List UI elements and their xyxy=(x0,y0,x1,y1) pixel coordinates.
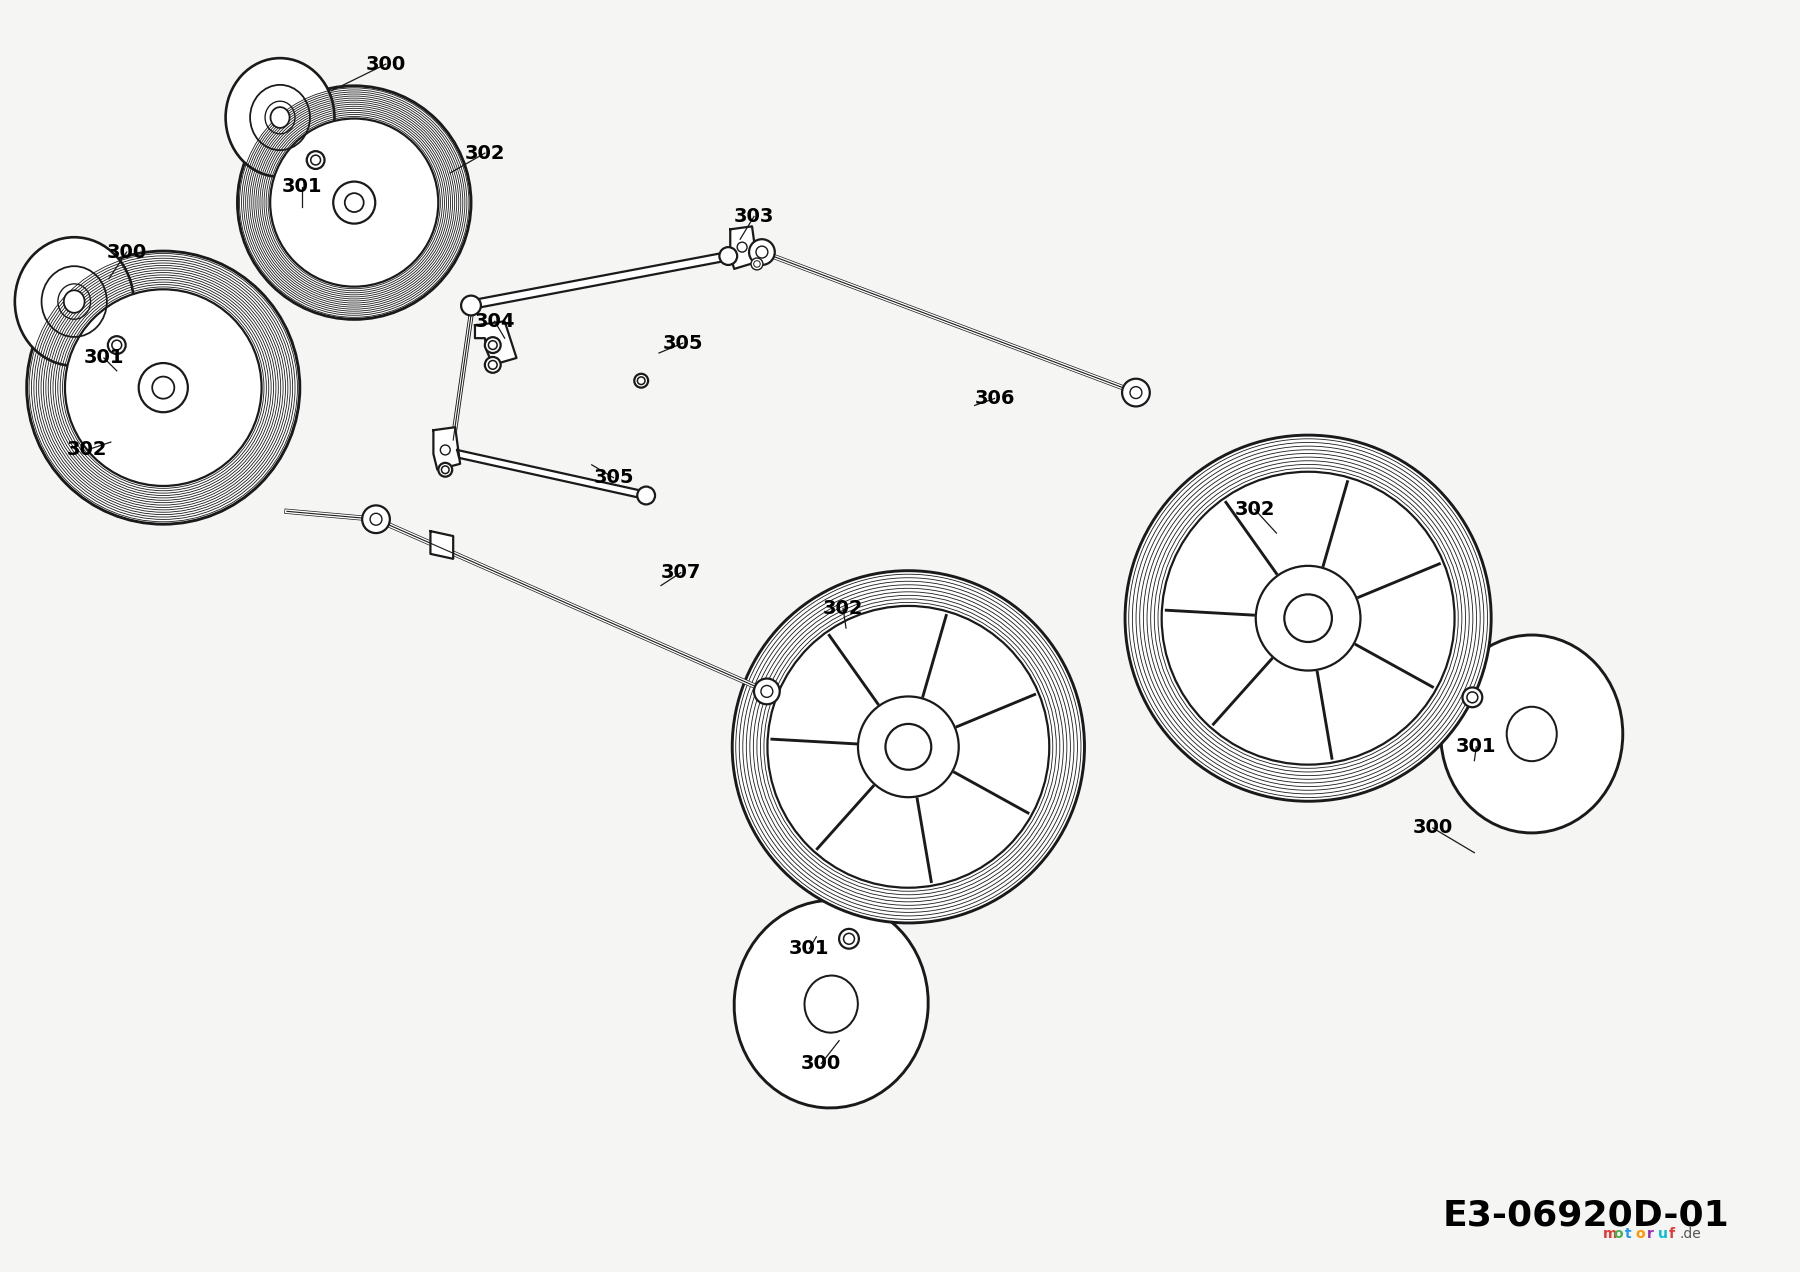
Text: E3-06920D-01: E3-06920D-01 xyxy=(1442,1198,1730,1233)
Text: 307: 307 xyxy=(661,563,700,583)
Ellipse shape xyxy=(225,59,335,177)
Ellipse shape xyxy=(1507,707,1557,761)
Circle shape xyxy=(749,239,774,265)
Ellipse shape xyxy=(14,238,133,366)
Circle shape xyxy=(1462,687,1481,707)
Text: 301: 301 xyxy=(788,939,830,958)
Circle shape xyxy=(751,258,763,270)
Circle shape xyxy=(27,251,301,524)
Text: 302: 302 xyxy=(1235,500,1274,519)
Circle shape xyxy=(637,487,655,505)
Text: 305: 305 xyxy=(594,468,634,487)
Text: t: t xyxy=(1625,1226,1631,1240)
Ellipse shape xyxy=(63,290,85,313)
Text: o: o xyxy=(1636,1226,1645,1240)
Circle shape xyxy=(767,605,1049,888)
Ellipse shape xyxy=(1440,635,1624,833)
Circle shape xyxy=(65,289,261,486)
Text: .de: .de xyxy=(1679,1226,1701,1240)
Circle shape xyxy=(1161,472,1454,764)
Text: 304: 304 xyxy=(475,312,515,331)
Text: 301: 301 xyxy=(281,177,322,196)
Polygon shape xyxy=(464,252,731,309)
Circle shape xyxy=(238,85,472,319)
Text: 300: 300 xyxy=(106,243,148,262)
Text: u: u xyxy=(1658,1226,1667,1240)
Circle shape xyxy=(306,151,324,169)
Circle shape xyxy=(270,118,439,286)
Text: 303: 303 xyxy=(734,207,774,226)
Text: 300: 300 xyxy=(801,1054,841,1074)
Circle shape xyxy=(1285,594,1332,642)
Text: 302: 302 xyxy=(823,599,864,618)
Text: 301: 301 xyxy=(1456,738,1496,757)
Circle shape xyxy=(461,295,481,315)
Text: 300: 300 xyxy=(365,55,407,74)
Circle shape xyxy=(108,336,126,354)
Circle shape xyxy=(839,929,859,949)
Polygon shape xyxy=(475,322,517,365)
Polygon shape xyxy=(731,226,758,268)
Circle shape xyxy=(859,697,959,798)
Circle shape xyxy=(733,571,1084,923)
Circle shape xyxy=(886,724,931,770)
Text: 302: 302 xyxy=(67,440,108,459)
Circle shape xyxy=(333,182,374,224)
Ellipse shape xyxy=(734,901,929,1108)
Circle shape xyxy=(1121,379,1150,407)
Circle shape xyxy=(439,463,452,477)
Text: 306: 306 xyxy=(974,389,1015,408)
Circle shape xyxy=(346,193,364,212)
Text: 300: 300 xyxy=(1413,818,1453,837)
Text: r: r xyxy=(1647,1226,1654,1240)
Text: 302: 302 xyxy=(464,144,506,163)
Circle shape xyxy=(634,374,648,388)
Polygon shape xyxy=(430,532,454,558)
Text: f: f xyxy=(1669,1226,1674,1240)
Circle shape xyxy=(139,363,187,412)
Circle shape xyxy=(738,242,747,252)
Text: m: m xyxy=(1604,1226,1618,1240)
Polygon shape xyxy=(457,450,648,500)
Circle shape xyxy=(484,337,500,354)
Circle shape xyxy=(754,678,779,705)
Ellipse shape xyxy=(270,107,290,128)
Text: 301: 301 xyxy=(83,349,124,368)
Circle shape xyxy=(441,445,450,455)
Text: o: o xyxy=(1615,1226,1624,1240)
Circle shape xyxy=(362,505,391,533)
Circle shape xyxy=(1125,435,1490,801)
Circle shape xyxy=(720,247,738,265)
Ellipse shape xyxy=(805,976,859,1033)
Circle shape xyxy=(1256,566,1361,670)
Polygon shape xyxy=(434,427,461,469)
Text: 305: 305 xyxy=(662,333,704,352)
Circle shape xyxy=(153,377,175,398)
Circle shape xyxy=(484,357,500,373)
